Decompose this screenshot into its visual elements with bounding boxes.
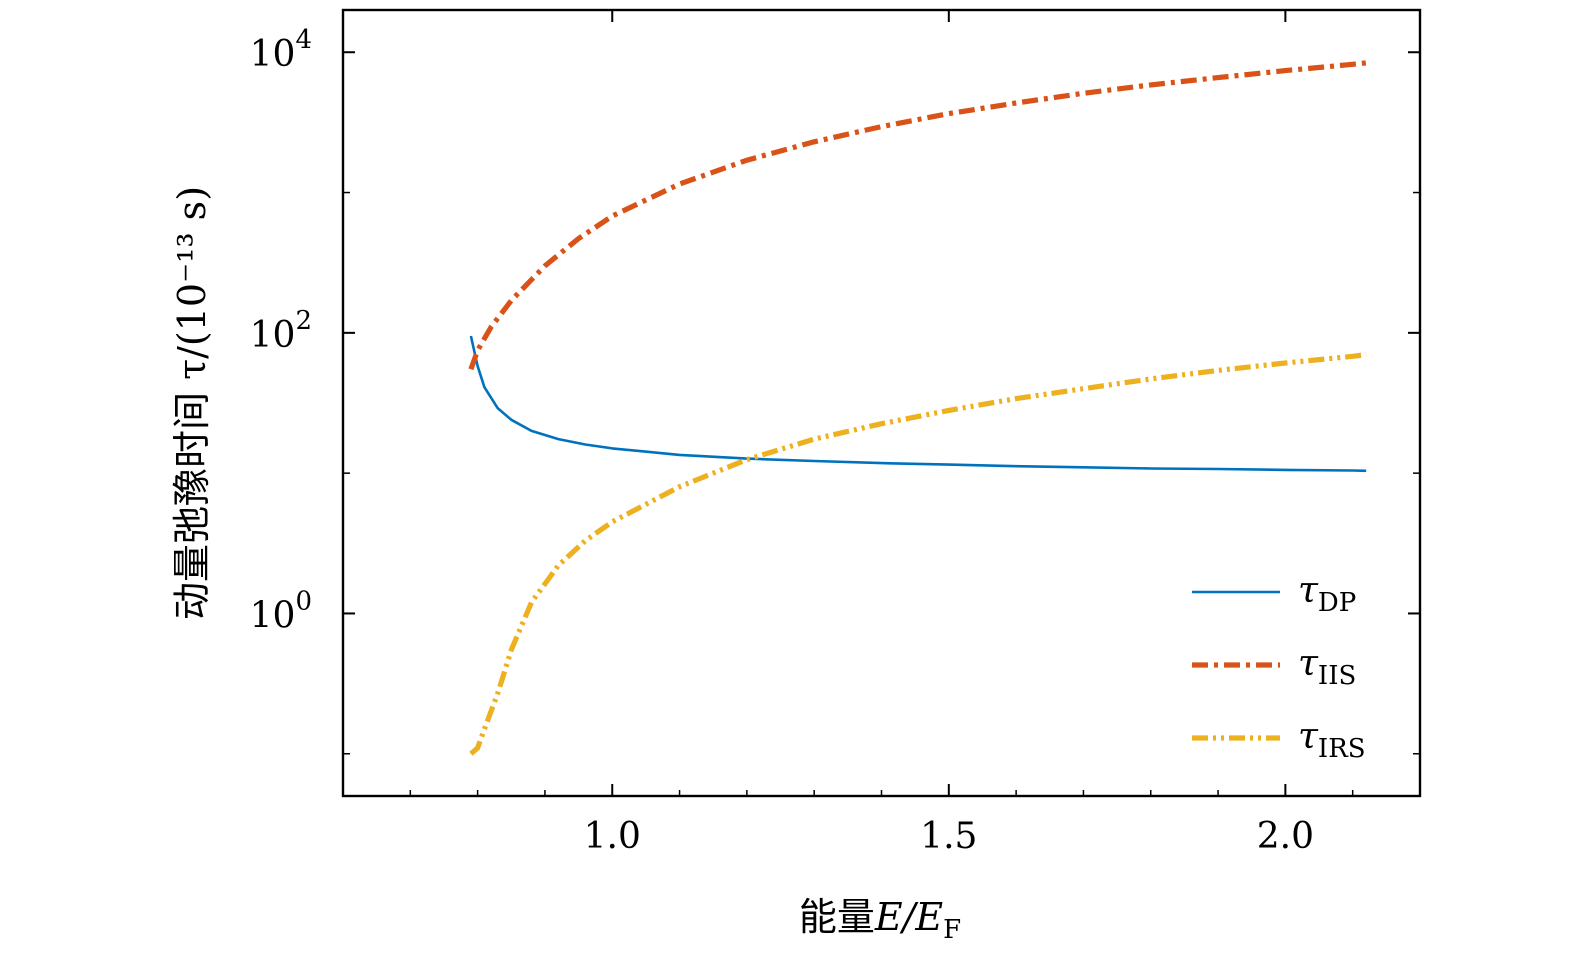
series-line-irs	[469, 352, 1367, 756]
x-tick-label: 1.0	[584, 816, 641, 857]
x-tick-label: 2.0	[1257, 816, 1314, 857]
x-axis-label: 能量E/EF	[799, 895, 961, 945]
series-layer	[468, 60, 1367, 756]
x-axis-label-text: 能量	[799, 895, 875, 939]
y-tick-label: 100	[250, 586, 312, 636]
x-tick-label: 1.5	[920, 816, 977, 857]
y-axis-label: 动量弛豫时间 τ/(10⁻¹³ s)	[170, 186, 214, 620]
legend: τDP τIIS τIRS	[1192, 570, 1366, 764]
legend-label-dp: τDP	[1298, 570, 1356, 618]
x-axis-label-sub: F	[943, 915, 961, 945]
x-axis-label-math: E/E	[874, 895, 944, 939]
tick-layer: 1.0 1.5 2.0 100 102 104	[250, 10, 1420, 857]
series-line-iis	[468, 60, 1367, 371]
y-tick-label: 104	[250, 25, 312, 75]
legend-label-iis: τIIS	[1298, 643, 1356, 691]
y-tick-label: 102	[250, 306, 312, 356]
legend-label-irs: τIRS	[1298, 716, 1366, 764]
